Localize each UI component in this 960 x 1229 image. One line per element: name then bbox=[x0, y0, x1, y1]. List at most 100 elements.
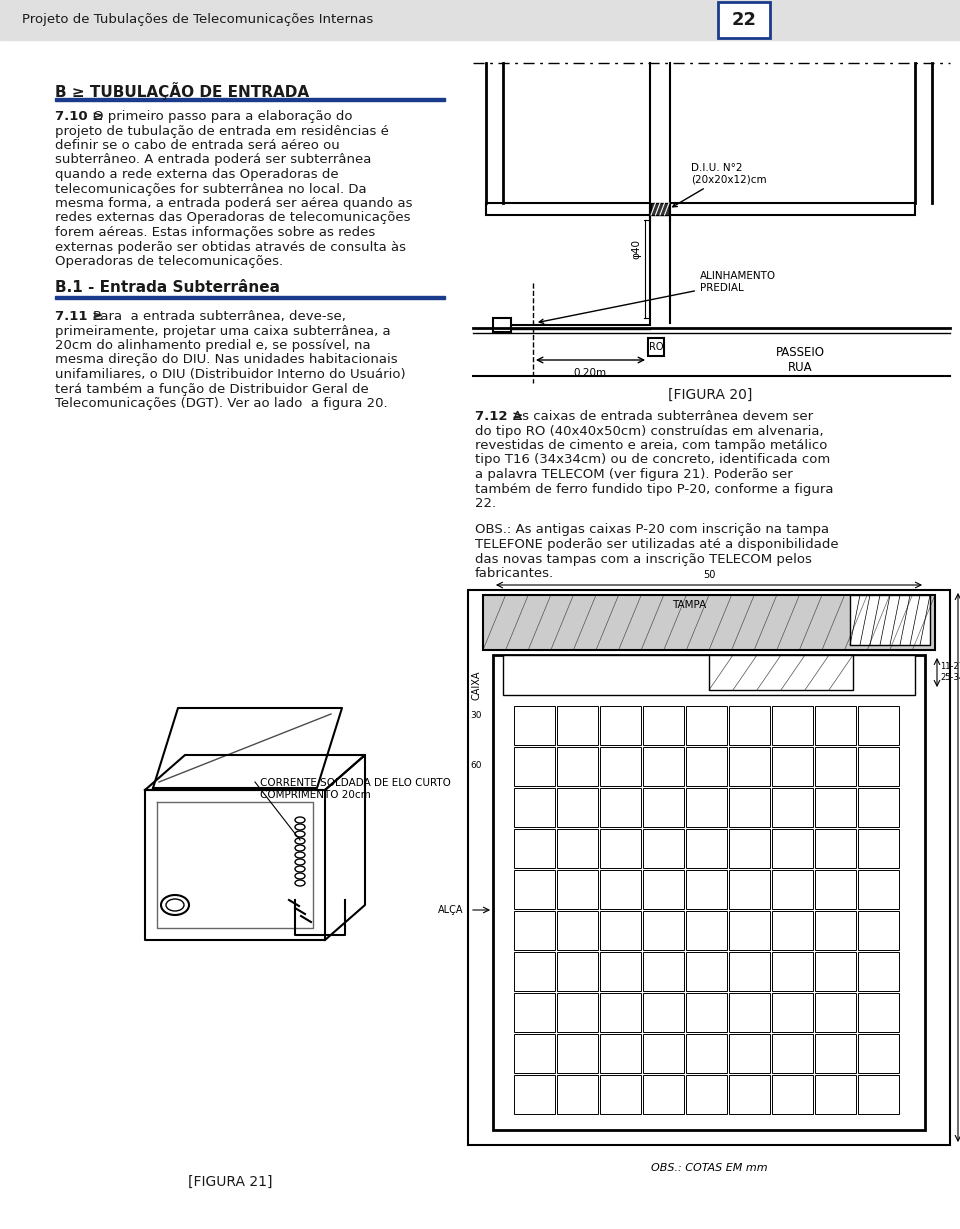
Bar bbox=[514, 830, 555, 868]
Text: forem aéreas. Estas informações sobre as redes: forem aéreas. Estas informações sobre as… bbox=[55, 226, 375, 238]
Text: Para  a entrada subterrânea, deve-se,: Para a entrada subterrânea, deve-se, bbox=[93, 310, 346, 323]
Bar bbox=[557, 1075, 598, 1113]
Text: ALINHAMENTO
PREDIAL: ALINHAMENTO PREDIAL bbox=[540, 272, 776, 323]
Bar bbox=[772, 747, 813, 787]
Bar bbox=[514, 870, 555, 909]
Bar bbox=[815, 1075, 856, 1113]
Bar bbox=[686, 705, 727, 745]
Bar bbox=[514, 952, 555, 991]
Bar bbox=[686, 993, 727, 1032]
Bar bbox=[514, 1034, 555, 1073]
Bar bbox=[643, 705, 684, 745]
Bar bbox=[600, 705, 641, 745]
Text: 11-27
25-34: 11-27 25-34 bbox=[940, 662, 960, 682]
Text: O primeiro passo para a elaboração do: O primeiro passo para a elaboração do bbox=[93, 111, 352, 123]
Text: PASSEIO: PASSEIO bbox=[776, 347, 825, 359]
Bar bbox=[729, 788, 770, 827]
Bar bbox=[600, 788, 641, 827]
Bar bbox=[557, 747, 598, 787]
Bar bbox=[486, 203, 650, 215]
Bar bbox=[514, 788, 555, 827]
Text: 30: 30 bbox=[470, 710, 482, 719]
Bar bbox=[514, 705, 555, 745]
Bar bbox=[686, 952, 727, 991]
Bar bbox=[850, 595, 930, 645]
Text: Operadoras de telecomunicações.: Operadoras de telecomunicações. bbox=[55, 254, 283, 268]
Bar bbox=[858, 788, 899, 827]
Bar bbox=[643, 911, 684, 950]
Bar bbox=[483, 595, 935, 650]
Bar bbox=[718, 2, 770, 38]
Text: 7.10 ≥: 7.10 ≥ bbox=[55, 111, 104, 123]
Bar bbox=[729, 1075, 770, 1113]
Bar bbox=[600, 993, 641, 1032]
Text: a palavra TELECOM (ver figura 21). Poderão ser: a palavra TELECOM (ver figura 21). Poder… bbox=[475, 468, 793, 481]
Text: revestidas de cimento e areia, com tampão metálico: revestidas de cimento e areia, com tampã… bbox=[475, 439, 828, 452]
Bar bbox=[0, 0, 960, 41]
Bar bbox=[772, 705, 813, 745]
Text: RO: RO bbox=[649, 342, 663, 351]
Text: ALÇA: ALÇA bbox=[438, 905, 463, 916]
Text: 22.: 22. bbox=[475, 497, 496, 510]
Text: 22: 22 bbox=[732, 11, 756, 29]
Text: OBS.: As antigas caixas P-20 com inscrição na tampa: OBS.: As antigas caixas P-20 com inscriç… bbox=[475, 524, 829, 537]
Text: externas poderão ser obtidas através de consulta às: externas poderão ser obtidas através de … bbox=[55, 241, 406, 253]
Bar bbox=[557, 1034, 598, 1073]
Text: primeiramente, projetar uma caixa subterrânea, a: primeiramente, projetar uma caixa subter… bbox=[55, 324, 391, 338]
Bar bbox=[514, 911, 555, 950]
Bar bbox=[815, 952, 856, 991]
Bar bbox=[643, 993, 684, 1032]
Bar bbox=[468, 590, 950, 1145]
Bar bbox=[815, 705, 856, 745]
Text: B ≥ TUBULAÇÃO DE ENTRADA: B ≥ TUBULAÇÃO DE ENTRADA bbox=[55, 82, 309, 100]
Bar bbox=[729, 911, 770, 950]
Bar bbox=[670, 203, 915, 215]
Bar bbox=[55, 296, 445, 299]
Bar bbox=[858, 993, 899, 1032]
Text: fabricantes.: fabricantes. bbox=[475, 567, 554, 580]
Bar bbox=[55, 98, 445, 101]
Bar bbox=[772, 870, 813, 909]
Text: redes externas das Operadoras de telecomunicações: redes externas das Operadoras de telecom… bbox=[55, 211, 411, 225]
Text: 7.12 ≥: 7.12 ≥ bbox=[475, 410, 523, 423]
Bar bbox=[643, 747, 684, 787]
Bar bbox=[772, 1075, 813, 1113]
Bar bbox=[815, 911, 856, 950]
Text: OBS.: COTAS EM mm: OBS.: COTAS EM mm bbox=[651, 1163, 767, 1172]
Bar bbox=[493, 655, 925, 1129]
Bar bbox=[772, 911, 813, 950]
Bar bbox=[858, 911, 899, 950]
Bar bbox=[557, 993, 598, 1032]
Bar bbox=[514, 993, 555, 1032]
Bar bbox=[729, 705, 770, 745]
Bar bbox=[557, 705, 598, 745]
Bar bbox=[514, 1075, 555, 1113]
Bar bbox=[858, 952, 899, 991]
Text: TELEFONE poderão ser utilizadas até a disponibilidade: TELEFONE poderão ser utilizadas até a di… bbox=[475, 538, 839, 551]
Bar bbox=[643, 788, 684, 827]
Text: telecomunicações for subterrânea no local. Da: telecomunicações for subterrânea no loca… bbox=[55, 182, 367, 195]
Bar bbox=[648, 338, 664, 356]
Text: também de ferro fundido tipo P-20, conforme a figura: também de ferro fundido tipo P-20, confo… bbox=[475, 483, 833, 495]
Bar bbox=[772, 952, 813, 991]
Text: CORRENTE SOLDADA DE ELO CURTO
COMPRIMENTO 20cm: CORRENTE SOLDADA DE ELO CURTO COMPRIMENT… bbox=[260, 778, 451, 800]
Bar bbox=[815, 747, 856, 787]
Text: CAIXA: CAIXA bbox=[471, 670, 481, 699]
Text: projeto de tubulação de entrada em residências é: projeto de tubulação de entrada em resid… bbox=[55, 124, 389, 138]
Bar bbox=[557, 788, 598, 827]
Text: [FIGURA 21]: [FIGURA 21] bbox=[188, 1175, 273, 1188]
Bar bbox=[858, 747, 899, 787]
Bar bbox=[729, 830, 770, 868]
Bar bbox=[686, 830, 727, 868]
Bar bbox=[557, 830, 598, 868]
Bar bbox=[772, 830, 813, 868]
Text: D.I.U. N°2
(20x20x12)cm: D.I.U. N°2 (20x20x12)cm bbox=[673, 163, 767, 206]
Bar bbox=[858, 870, 899, 909]
Text: Telecomunicações (DGT). Ver ao lado  a figura 20.: Telecomunicações (DGT). Ver ao lado a fi… bbox=[55, 397, 388, 410]
Bar bbox=[772, 1034, 813, 1073]
Bar bbox=[686, 911, 727, 950]
Text: TAMPA: TAMPA bbox=[672, 600, 707, 610]
Bar bbox=[503, 655, 915, 696]
Text: φ40: φ40 bbox=[631, 238, 641, 259]
Text: 20cm do alinhamento predial e, se possível, na: 20cm do alinhamento predial e, se possív… bbox=[55, 339, 371, 351]
